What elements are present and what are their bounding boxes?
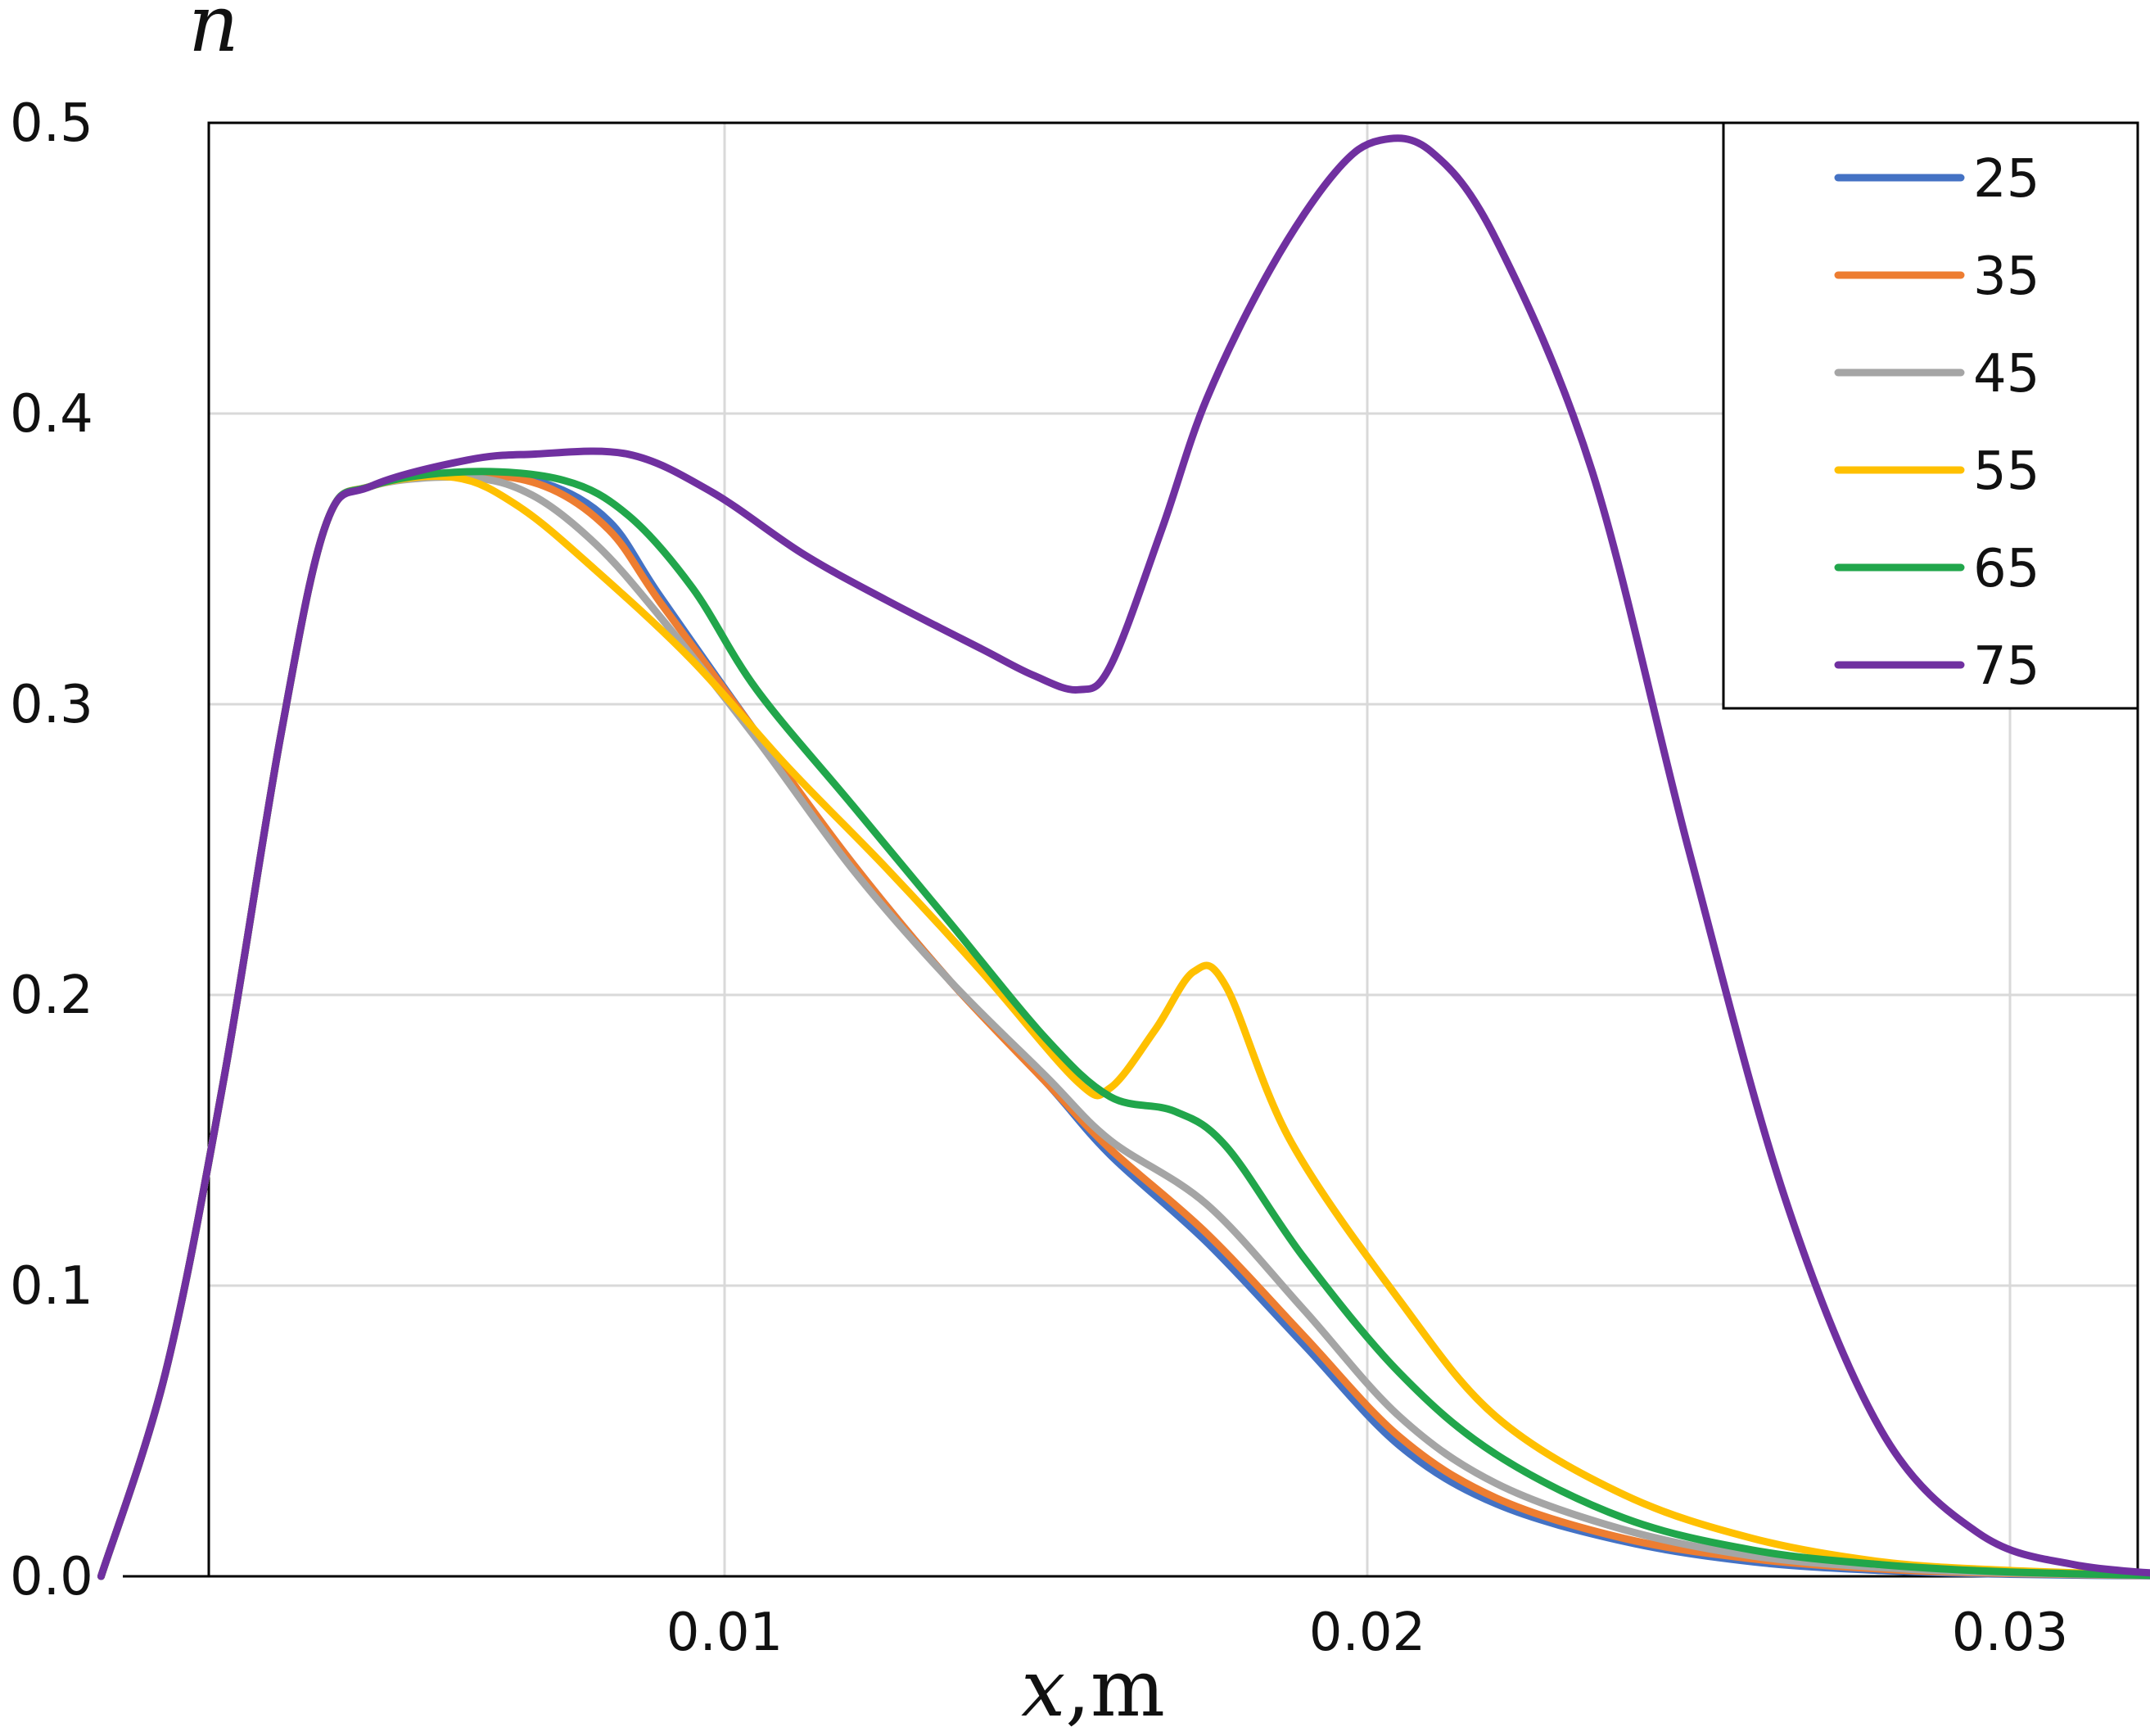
legend: 25 35 45 55 65 75 bbox=[1722, 121, 2139, 710]
y-tick-label: 0.2 bbox=[10, 965, 93, 1026]
plot-frame bbox=[207, 121, 2139, 1578]
series-layer bbox=[97, 134, 2150, 1580]
y-tick-label: 0.5 bbox=[10, 93, 93, 154]
legend-box bbox=[1722, 121, 2139, 710]
y-tick-label: 0.1 bbox=[10, 1256, 93, 1317]
legend-label-35: 35 bbox=[1973, 246, 2039, 307]
y-tick-label: 0.4 bbox=[10, 384, 93, 445]
legend-label-75: 75 bbox=[1973, 636, 2039, 697]
x-axis-variable: x bbox=[1021, 1643, 1065, 1734]
legend-label-45: 45 bbox=[1973, 344, 2039, 405]
x-axis-label: x,m bbox=[1021, 1643, 1165, 1734]
legend-label-55: 55 bbox=[1973, 441, 2039, 502]
y-tick-label: 0.3 bbox=[10, 675, 93, 735]
x-tick-label: 0.01 bbox=[666, 1603, 784, 1663]
series-line-75 bbox=[97, 134, 2150, 1580]
x-axis-unit: ,m bbox=[1065, 1643, 1165, 1734]
y-axis-label: n bbox=[188, 0, 239, 70]
y-tick-label: 0.0 bbox=[10, 1547, 93, 1607]
legend-label-65: 65 bbox=[1973, 539, 2039, 599]
x-tick-labels: 0.01 0.02 0.03 bbox=[666, 1603, 2069, 1663]
y-tick-labels: 0.0 0.1 0.2 0.3 0.4 0.5 bbox=[10, 93, 93, 1607]
x-tick-label: 0.03 bbox=[1952, 1603, 2069, 1663]
legend-label-25: 25 bbox=[1973, 149, 2039, 210]
x-tick-label: 0.02 bbox=[1309, 1603, 1426, 1663]
